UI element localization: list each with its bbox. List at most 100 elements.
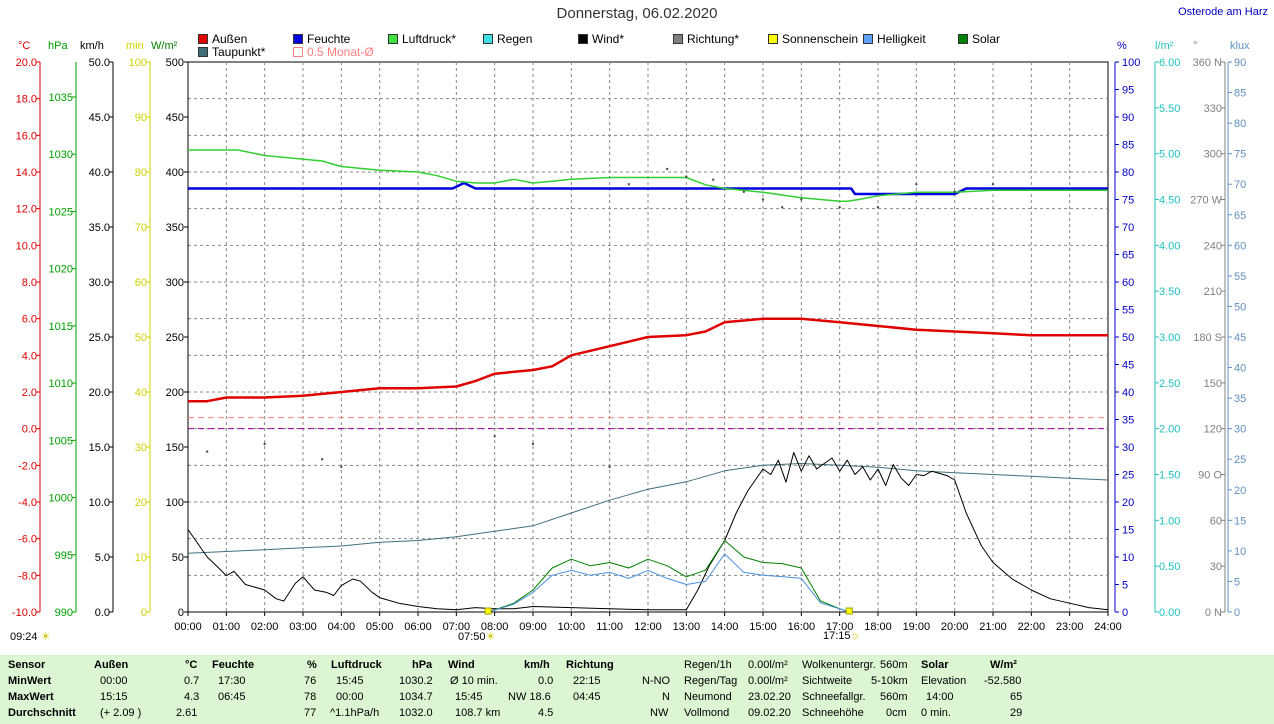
axis-wind-tick-label: 20.0 <box>89 387 110 399</box>
axis-temp-tick-label: -4.0 <box>18 497 37 509</box>
axis-brightness-tick-label: 20 <box>1234 485 1246 497</box>
axis-rain-tick-label: 6.00 <box>1159 57 1180 69</box>
direction-point <box>953 190 956 194</box>
axis-temp-tick-label: -6.0 <box>18 534 37 546</box>
axis-pressure-tick-label: 1035 <box>49 92 73 104</box>
aussen-avg-note: (+ 2.09 ) <box>100 707 142 719</box>
hdr-sensor: Sensor <box>8 659 46 671</box>
x-tick-label: 24:00 <box>1094 621 1122 633</box>
legend-feuchte: Feuchte <box>293 32 350 46</box>
axis-direction-tick-label: 330 <box>1204 103 1222 115</box>
axis-direction-tick-label: 60 <box>1210 515 1222 527</box>
axis-temp-tick-label: 6.0 <box>22 314 37 326</box>
wind-avg-label: 108.7 km <box>455 707 501 719</box>
regentag-value: 0.00l/m² <box>748 675 788 687</box>
axis-direction-tick-label: 0 N <box>1205 607 1222 619</box>
axis-solar-tick-label: 250 <box>166 332 184 344</box>
axis-humidity-tick-label: 30 <box>1122 442 1134 454</box>
hdr-aussen-unit: °C <box>185 659 198 671</box>
axis-pressure-tick-label: 995 <box>55 550 73 562</box>
axis-humidity-tick-label: 65 <box>1122 250 1134 262</box>
x-tick-label: 09:00 <box>519 621 547 633</box>
axis-humidity-tick-label: 35 <box>1122 415 1134 427</box>
axis-humidity-tick-label: 90 <box>1122 112 1134 124</box>
axis-rain-tick-label: 4.00 <box>1159 240 1180 252</box>
legend-swatch-solar <box>958 34 968 44</box>
axis-rain-tick-label: 3.50 <box>1159 286 1180 298</box>
x-tick-label: 08:00 <box>481 621 509 633</box>
hdr-solar: Solar <box>921 659 949 671</box>
x-tick-label: 18:00 <box>864 621 892 633</box>
axis-direction-tick-label: 240 <box>1204 240 1222 252</box>
richtung-max-val: N <box>662 691 670 703</box>
axis-sunshine-tick-label: 80 <box>135 167 147 179</box>
legend-swatch-sonnenschein <box>768 34 778 44</box>
legend-taupunkt: Taupunkt* <box>198 45 265 59</box>
axis-wind-tick-label: 25.0 <box>89 332 110 344</box>
axis-humidity-tick-label: 60 <box>1122 277 1134 289</box>
x-tick-label: 21:00 <box>979 621 1007 633</box>
hdr-luftdruck: Luftdruck <box>331 659 382 671</box>
axis-wind-tick-label: 0.0 <box>95 607 110 619</box>
axis-humidity-tick-label: 25 <box>1122 470 1134 482</box>
solar-max-time: 14:00 <box>926 691 954 703</box>
legend-monat: 0.5 Monat-Ø <box>293 45 374 59</box>
axis-brightness-tick-label: 75 <box>1234 149 1246 161</box>
axis-brightness-tick-label: 0 <box>1234 607 1240 619</box>
axis-humidity-tick-label: 45 <box>1122 360 1134 372</box>
axis-sunshine-tick-label: 40 <box>135 387 147 399</box>
regentag-label: Regen/Tag <box>684 675 738 687</box>
x-tick-label: 07:00 <box>443 621 471 633</box>
direction-point <box>761 198 765 201</box>
x-tick-label: 13:00 <box>673 621 701 633</box>
direction-point <box>915 183 918 186</box>
sicht-value: 5-10km <box>871 675 908 687</box>
row-max-label: MaxWert <box>8 691 54 703</box>
axis-solar-tick-label: 100 <box>166 497 184 509</box>
axis-brightness-tick-label: 25 <box>1234 454 1246 466</box>
direction-point <box>742 190 746 194</box>
axis-rain-tick-label: 2.50 <box>1159 378 1180 390</box>
axis-wind-tick-label: 30.0 <box>89 277 110 289</box>
solar-elev-label: Elevation <box>921 675 967 687</box>
axis-brightness-tick-label: 30 <box>1234 424 1246 436</box>
axis-humidity-tick-label: 100 <box>1122 57 1140 69</box>
axis-humidity-tick-label: 85 <box>1122 140 1134 152</box>
wind-max-val: NW 18.6 <box>508 691 551 703</box>
direction-point <box>205 450 209 453</box>
axis-temp-tick-label: 12.0 <box>16 204 37 216</box>
legend-helligkeit: Helligkeit <box>863 32 926 46</box>
x-tick-label: 17:00 <box>826 621 854 633</box>
axis-solar-tick-label: 450 <box>166 112 184 124</box>
direction-point <box>320 458 324 461</box>
axis-sunshine-tick-label: 20 <box>135 497 147 509</box>
regen1h-value: 0.00l/m² <box>748 659 788 671</box>
axis-rain-tick-label: 3.00 <box>1159 332 1180 344</box>
axis-humidity-tick-label: 95 <box>1122 85 1134 97</box>
series-line-6 <box>486 553 850 613</box>
richtung-min-time: 22:15 <box>573 675 601 687</box>
feuchte-max-time: 06:45 <box>218 691 246 703</box>
aussen-max-time: 15:15 <box>100 691 128 703</box>
x-tick-label: 20:00 <box>941 621 969 633</box>
hdr-feuchte: Feuchte <box>212 659 255 671</box>
axis-temp-tick-label: 10.0 <box>16 240 37 252</box>
vollmond-value: 09.02.20 <box>748 707 791 719</box>
hdr-wind-unit: km/h <box>524 659 550 671</box>
legend-swatch-feuchte <box>293 34 303 44</box>
direction-point <box>685 175 688 178</box>
axis-pressure-tick-label: 1010 <box>49 378 73 390</box>
unit-hpa: hPa <box>48 40 68 52</box>
direction-point <box>263 442 266 446</box>
unit-min: min <box>126 40 144 52</box>
unit-kmh: km/h <box>80 40 104 52</box>
axis-brightness-tick-label: 65 <box>1234 210 1246 222</box>
axis-direction-tick-label: 180 S <box>1193 332 1222 344</box>
hdr-luftdruck-unit: hPa <box>412 659 433 671</box>
axis-rain-tick-label: 5.00 <box>1159 149 1180 161</box>
direction-point <box>340 465 343 469</box>
axis-rain-tick-label: 0.00 <box>1159 607 1180 619</box>
direction-point <box>711 178 715 181</box>
sunset-marker <box>845 607 853 615</box>
axis-brightness-tick-label: 80 <box>1234 118 1246 130</box>
